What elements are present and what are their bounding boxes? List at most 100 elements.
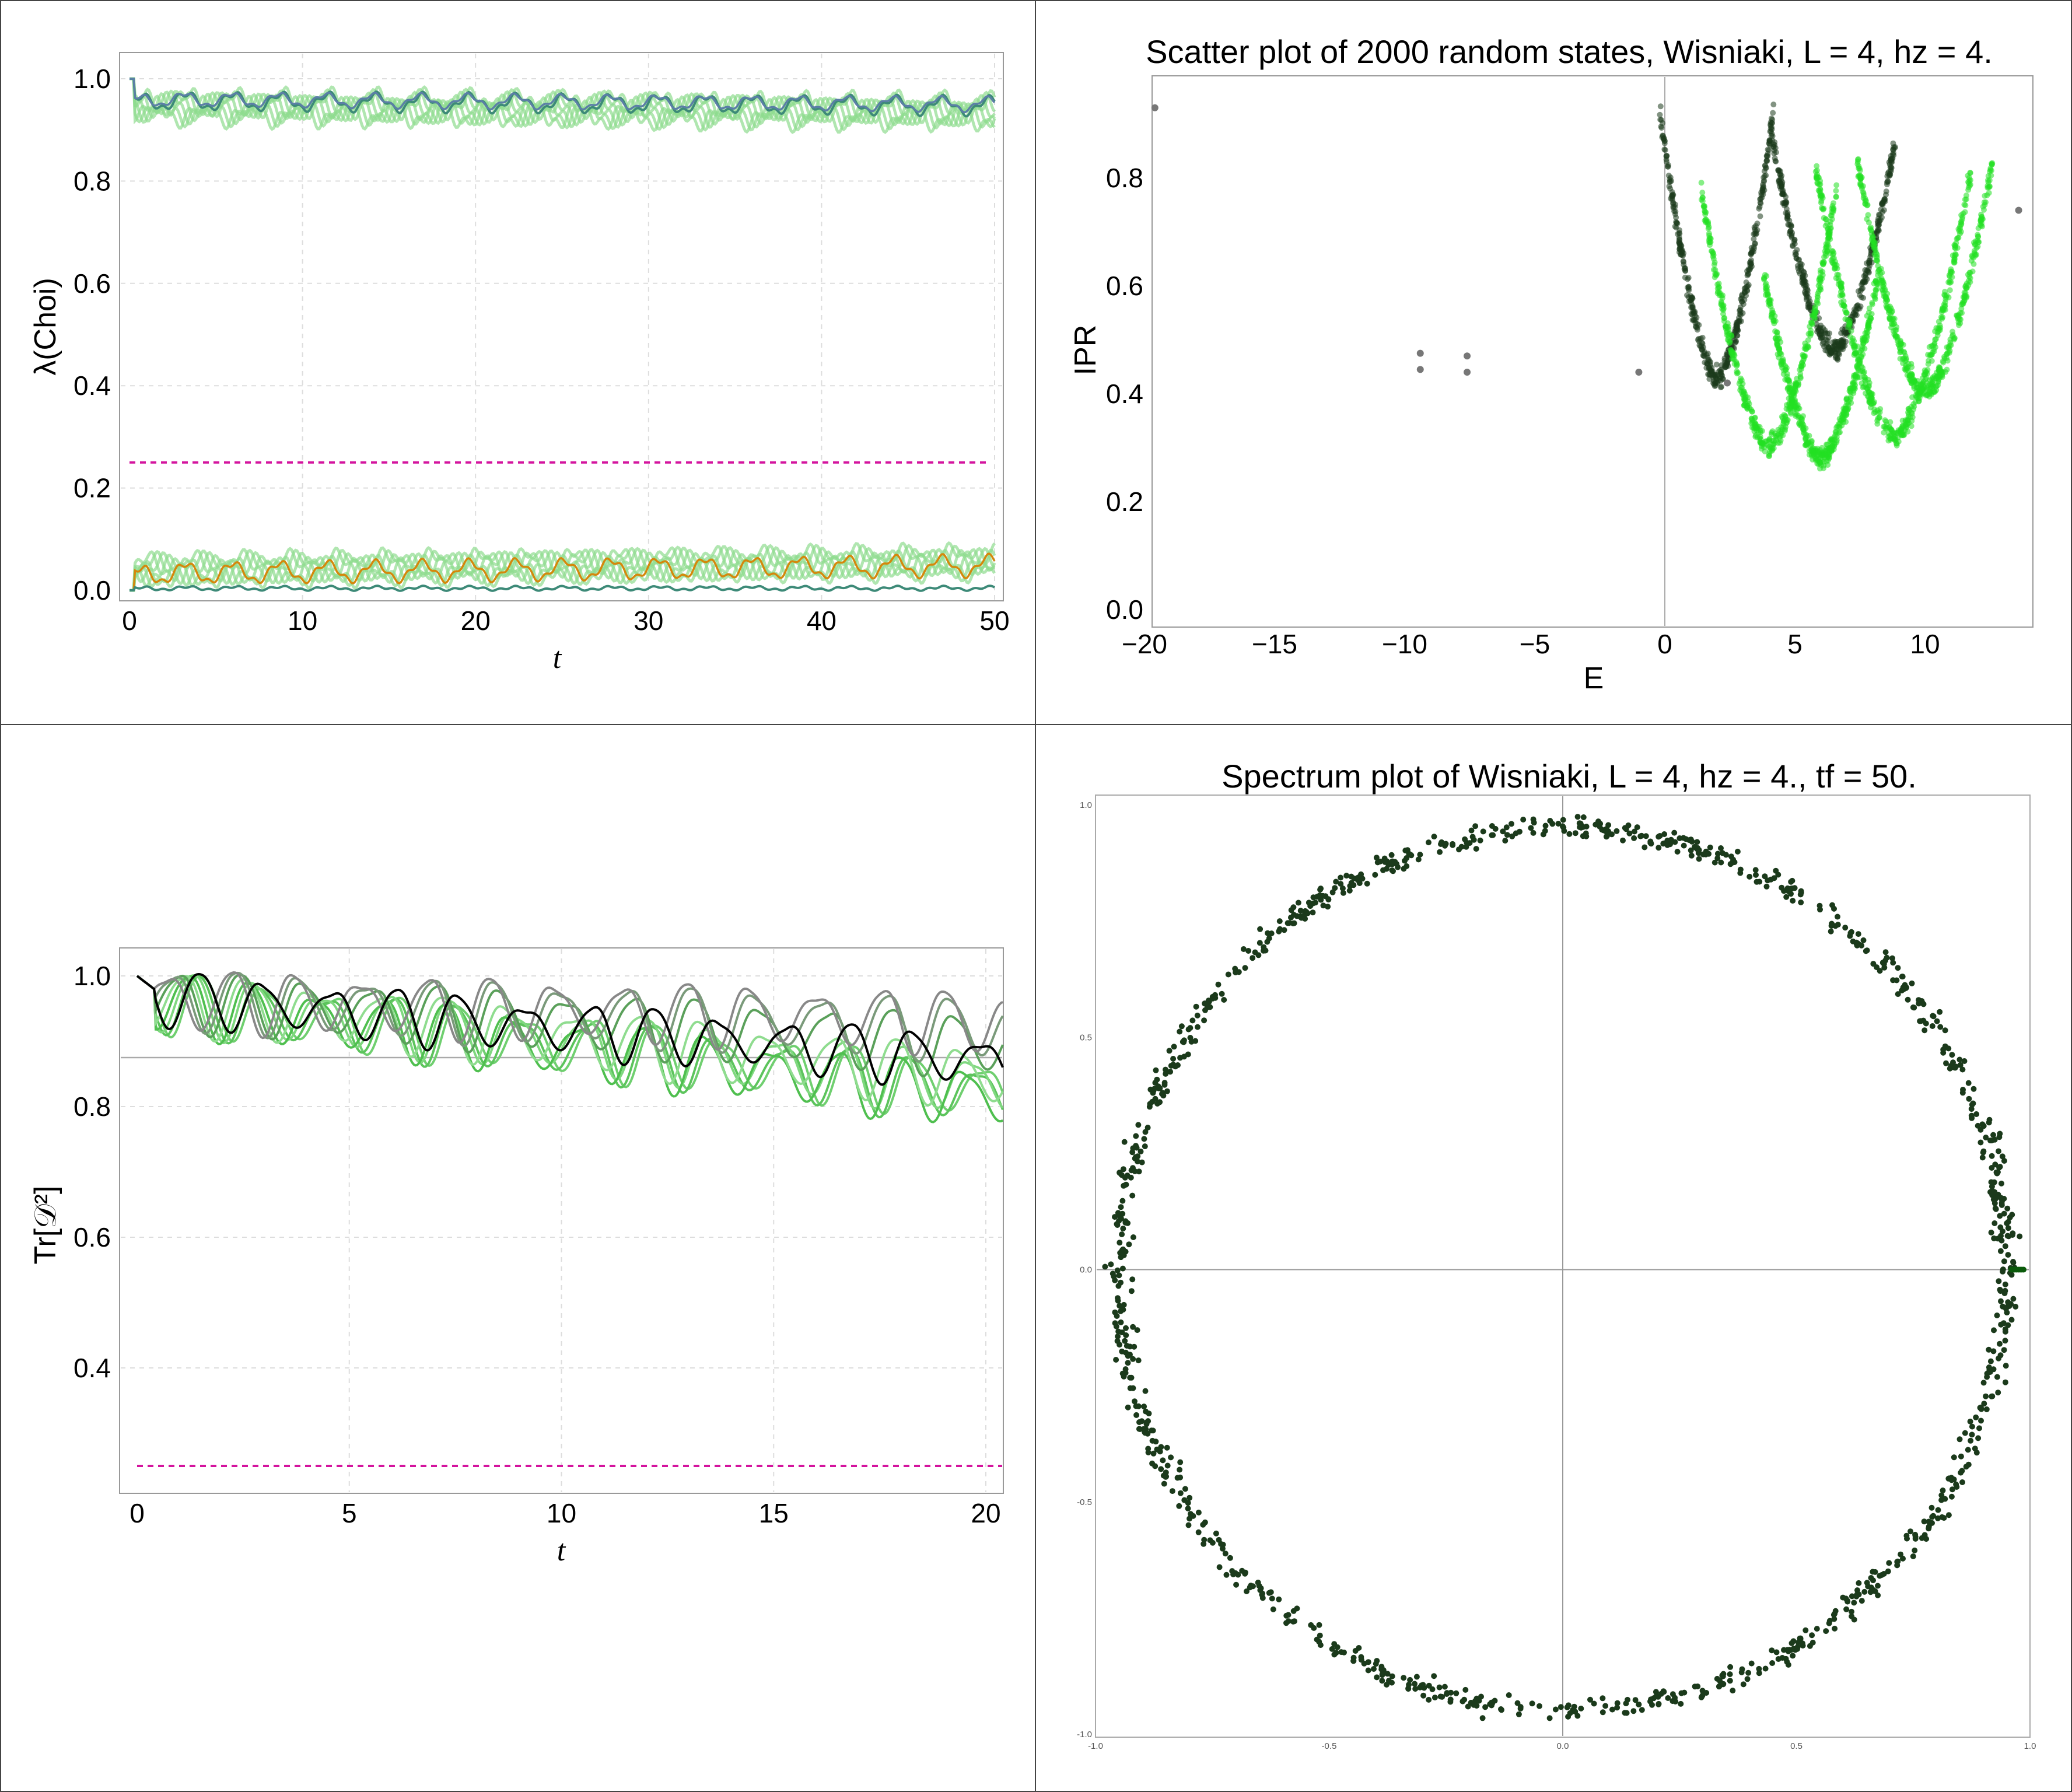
cluster-point [1748,257,1754,263]
cluster-point [1734,370,1740,377]
spectrum-point [1132,1398,1138,1405]
y-tick-label: -0.5 [1077,1497,1092,1507]
spectrum-point [1469,834,1476,840]
isolated-point [1416,366,1424,373]
cluster-point [1805,299,1812,306]
cluster-point [1729,351,1735,358]
spectrum-point [1124,1343,1130,1349]
cluster-point [1706,366,1712,372]
spectrum-point [1189,1017,1196,1024]
cluster-point [1910,401,1917,407]
cluster-point [1684,292,1690,298]
spectrum-point [1517,1706,1524,1712]
cluster-point [1850,390,1857,396]
spectrum-point [1426,1696,1432,1703]
spectrum-point [1831,1616,1838,1622]
cluster-point [1793,255,1800,261]
spectrum-point [1859,1598,1865,1604]
spectrum-point [1142,1143,1148,1150]
spectrum-point [1595,818,1601,825]
spectrum-point [1921,1518,1927,1525]
spectrum-point [1216,1564,1223,1570]
cluster-point [1766,443,1773,450]
x-tick-labels: 0 5 10 15 20 [130,1498,1000,1528]
cluster-point [1781,191,1787,198]
cluster-point [1857,174,1863,180]
cluster-point [1777,174,1784,181]
cluster-point [1975,232,1981,238]
spectrum-point [1692,1684,1698,1690]
spectrum-point [2006,1233,2012,1240]
spectrum-point [1407,1676,1413,1683]
cluster-point [1769,126,1775,132]
cluster-point [1727,346,1734,353]
spectrum-point [1999,1202,2005,1208]
x-tick-label: −15 [1252,629,1297,659]
spectrum-point [1388,852,1395,858]
cluster-point [1720,305,1727,312]
spectrum-point [1832,1625,1838,1632]
cluster-point [1815,295,1821,301]
spectrum-point [1614,1700,1620,1706]
spectrum-point [1333,1650,1339,1656]
cluster-point [1885,178,1891,185]
spectrum-point [1623,1710,1630,1716]
cluster-point [1965,271,1971,278]
spectrum-point [1867,1589,1874,1595]
cluster-point [1833,434,1840,440]
cluster-point [1835,275,1842,282]
spectrum-point [1983,1406,1990,1412]
cluster-point [1831,200,1836,206]
cluster-point [1917,386,1923,392]
spectrum-point [1765,877,1771,884]
x-tick-label: 5 [1787,629,1803,659]
cluster-point [1773,337,1780,344]
spectrum-point [1137,1426,1143,1432]
spectrum-point [1160,1093,1167,1099]
spectrum-point [1122,1366,1129,1373]
spectrum-point [1269,1595,1275,1602]
cluster-point [1818,194,1824,201]
cluster-point [1937,369,1943,375]
cluster-point [1869,391,1875,397]
cluster-point [1905,428,1911,435]
y-tick-label: 0.8 [74,166,111,196]
spectrum-point [1674,849,1681,855]
spectrum-point [1957,1062,1964,1068]
cluster-point [1700,202,1707,209]
cluster-point [1791,236,1798,243]
spectrum-point [1120,1166,1126,1172]
spectrum-point [1219,1545,1226,1552]
cluster-point [1839,286,1845,293]
spectrum-point [1647,838,1654,845]
spectrum-point [1961,1058,1968,1064]
spectrum-point [1143,1421,1150,1427]
cluster-point [1705,222,1712,228]
spectrum-point [1406,850,1412,857]
cluster-point [1665,172,1672,178]
spectrum-point [1552,1706,1559,1713]
spectrum-point [1325,904,1331,910]
cluster-point [1857,303,1864,310]
cluster-point [1931,388,1938,395]
cluster-point [1769,137,1776,144]
spectrum-point [1170,1062,1177,1068]
cluster-point [1857,180,1864,186]
spectrum-point [1919,1535,1925,1541]
spectrum-point [1720,1671,1727,1677]
series-line-lower [130,544,996,592]
spectrum-point [1216,1536,1222,1543]
cluster-point [1781,200,1787,206]
spectrum-point [1170,1056,1177,1062]
spectrum-point [1993,1169,2000,1175]
spectrum-point [1962,1430,1968,1436]
cluster-point [1832,355,1839,361]
spectrum-point [1508,821,1514,827]
cluster-point [1816,181,1822,188]
y-tick-label: 0.2 [1106,487,1143,517]
spectrum-point [1938,1497,1945,1503]
spectrum-point [1285,1618,1292,1625]
spectrum-point [1904,1535,1910,1542]
spectrum-point [1325,897,1332,903]
spectrum-point [1828,928,1834,935]
